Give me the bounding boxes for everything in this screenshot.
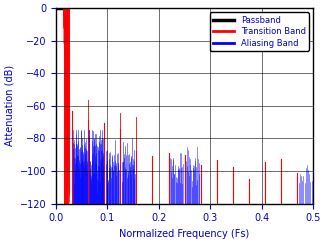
Legend: Passband, Transition Band, Aliasing Band: Passband, Transition Band, Aliasing Band — [210, 12, 309, 51]
X-axis label: Normalized Frequency (Fs): Normalized Frequency (Fs) — [120, 229, 250, 239]
Y-axis label: Attenuation (dB): Attenuation (dB) — [4, 65, 14, 147]
